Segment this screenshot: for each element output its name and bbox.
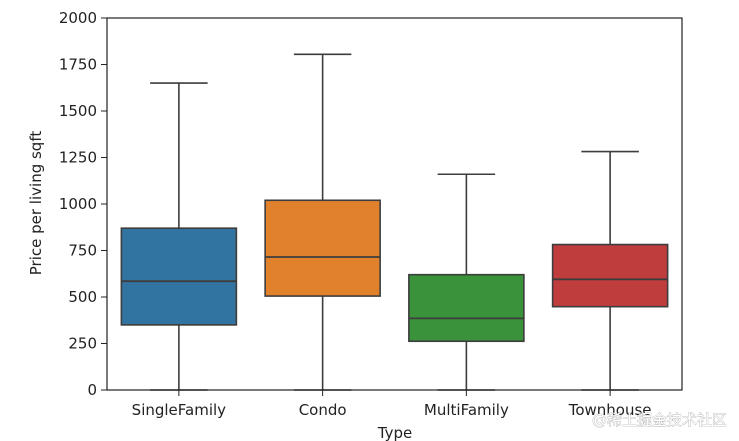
y-tick-label: 750 [68,242,97,260]
plot-frame [106,17,683,391]
box-singlefamily [120,227,238,326]
y-tick-label: 1500 [59,102,97,120]
box-multifamily [408,273,525,343]
x-tick-label: SingleFamily [132,401,227,419]
y-tick-label: 1250 [59,149,97,167]
box-condo [264,199,381,297]
y-tick-label: 2000 [59,9,97,27]
x-axis-label: Type [377,424,412,441]
y-axis-label: Price per living sqft [27,131,45,276]
y-tick-label: 1000 [59,195,97,213]
x-tick-label: MultiFamily [424,401,509,419]
x-tick-label: Condo [299,401,347,419]
y-tick-label: 1750 [59,56,97,74]
x-tick-label: Townhouse [568,401,652,419]
y-tick-label: 0 [87,381,97,399]
watermark-text: @稀土掘金技术社区 [592,411,727,429]
box-townhouse [551,243,669,308]
y-tick-label: 250 [68,335,97,353]
y-tick-label: 500 [68,288,97,306]
